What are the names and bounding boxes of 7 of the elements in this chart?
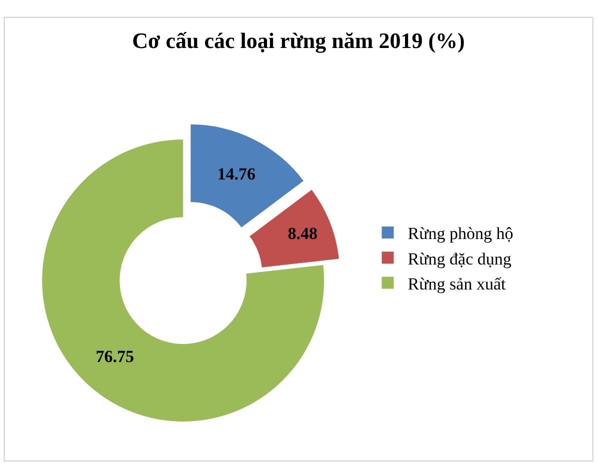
data-label: 14.76 <box>217 164 256 184</box>
data-label: 8.48 <box>288 224 318 243</box>
data-label: 76.75 <box>96 347 134 366</box>
legend-label: Rừng đặc dụng <box>408 249 512 268</box>
legend-label: Rừng sản xuất <box>408 274 506 294</box>
legend-label: Rừng phòng hộ <box>408 224 514 244</box>
chart-title: Cơ cấu các loại rừng năm 2019 (%) <box>132 28 465 54</box>
